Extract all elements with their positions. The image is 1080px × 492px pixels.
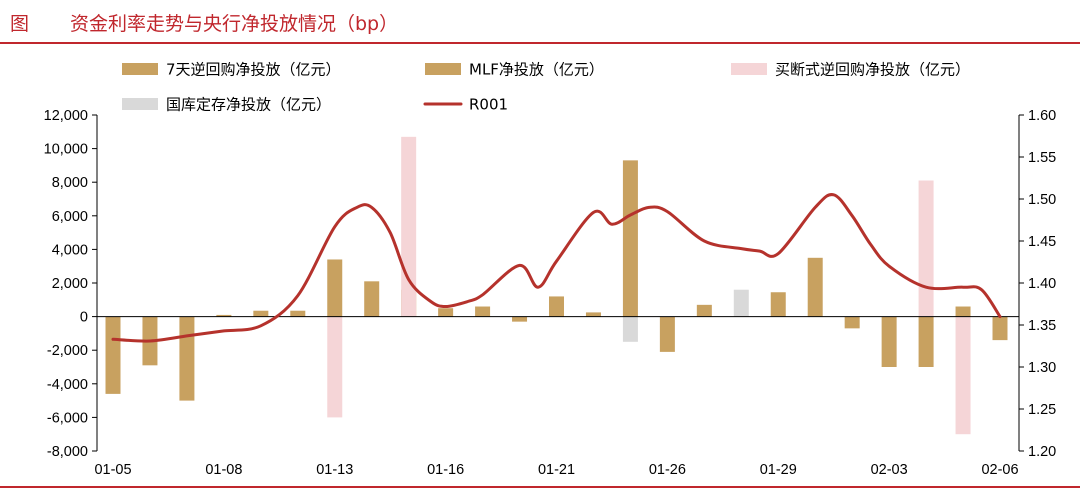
bar-1-14 bbox=[622, 160, 638, 317]
bar-1-10 bbox=[475, 306, 491, 317]
legend-swatch bbox=[122, 63, 158, 75]
bar-1-2 bbox=[179, 316, 195, 401]
bar-3-17 bbox=[733, 289, 749, 317]
bar-1-20 bbox=[844, 316, 860, 329]
bar-3-14 bbox=[622, 316, 638, 342]
legend-label: R001 bbox=[469, 96, 508, 114]
bar-1-0 bbox=[105, 316, 121, 394]
figure-label: 图 bbox=[10, 13, 30, 35]
x-tick-label: 02-03 bbox=[871, 462, 908, 478]
x-tick-label: 02-06 bbox=[981, 462, 1018, 478]
legend-label: MLF净投放（亿元） bbox=[469, 61, 604, 79]
tick-labels: -8,000 -6,000 -4,000 -2,000 0 2,000 4,000 6,000… bbox=[44, 108, 1057, 478]
right-tick-label: 1.40 bbox=[1028, 276, 1056, 292]
bar-1-23 bbox=[955, 306, 971, 317]
legend: 7天逆回购净投放（亿元） MLF净投放（亿元） 买断式逆回购净投放（亿元） 国库定存净… bbox=[122, 61, 970, 114]
bar-1-19 bbox=[807, 257, 823, 317]
x-tick-label: 01-26 bbox=[649, 462, 686, 478]
bar-1-16 bbox=[696, 304, 712, 317]
bar-1-3 bbox=[216, 314, 232, 317]
legend-swatch bbox=[122, 98, 158, 110]
legend-label: 买断式逆回购净投放（亿元） bbox=[775, 61, 970, 79]
r001-line bbox=[111, 193, 1002, 343]
bars bbox=[105, 136, 1008, 435]
bar-1-24 bbox=[992, 316, 1008, 341]
left-tick-label: 6,000 bbox=[52, 209, 88, 225]
left-tick-label: 12,000 bbox=[44, 108, 88, 124]
right-tick-label: 1.50 bbox=[1028, 192, 1056, 208]
bar-1-12 bbox=[549, 296, 564, 317]
right-tick-label: 1.60 bbox=[1028, 108, 1056, 124]
legend-label: 国库定存净投放（亿元） bbox=[166, 96, 331, 114]
left-tick-label: 8,000 bbox=[52, 175, 88, 191]
right-tick-label: 1.30 bbox=[1028, 360, 1056, 376]
bar-1-11 bbox=[512, 316, 528, 322]
left-tick-label: 10,000 bbox=[44, 142, 88, 158]
bar-2-23 bbox=[955, 316, 971, 435]
x-tick-label: 01-05 bbox=[94, 462, 131, 478]
bottom-rule bbox=[0, 486, 1080, 488]
bar-1-22 bbox=[918, 316, 934, 367]
bar-1-13 bbox=[585, 312, 601, 317]
legend-label: 7天逆回购净投放（亿元） bbox=[166, 61, 341, 79]
left-tick-label: 2,000 bbox=[52, 276, 88, 292]
x-tick-label: 01-16 bbox=[427, 462, 464, 478]
left-tick-label: -8,000 bbox=[47, 444, 88, 460]
legend-swatch bbox=[425, 63, 461, 75]
bar-1-4 bbox=[253, 310, 269, 317]
bar-2-6 bbox=[327, 316, 343, 418]
x-tick-label: 01-13 bbox=[316, 462, 353, 478]
left-tick-label: -6,000 bbox=[47, 410, 88, 426]
right-tick-label: 1.55 bbox=[1028, 150, 1056, 166]
legend-swatch bbox=[731, 63, 767, 75]
bar-1-21 bbox=[881, 316, 897, 367]
right-tick-label: 1.35 bbox=[1028, 318, 1056, 334]
bar-1-5 bbox=[290, 310, 306, 317]
r001-line-group bbox=[111, 193, 1002, 343]
left-tick-label: -4,000 bbox=[47, 377, 88, 393]
bar-1-18 bbox=[770, 292, 786, 317]
bar-1-15 bbox=[659, 316, 675, 352]
x-tick-label: 01-08 bbox=[205, 462, 242, 478]
left-tick-label: 4,000 bbox=[52, 242, 88, 258]
left-tick-label: 0 bbox=[80, 310, 88, 326]
right-tick-label: 1.45 bbox=[1028, 234, 1056, 250]
bar-1-6 bbox=[327, 259, 343, 317]
chart-title: 资金利率走势与央行净投放情况（bp） bbox=[70, 13, 399, 35]
left-tick-label: -2,000 bbox=[47, 343, 88, 359]
right-tick-label: 1.20 bbox=[1028, 444, 1056, 460]
bar-2-22 bbox=[918, 180, 934, 317]
right-tick-label: 1.25 bbox=[1028, 402, 1056, 418]
x-tick-label: 01-21 bbox=[538, 462, 575, 478]
bar-2-8 bbox=[401, 136, 417, 317]
axes bbox=[92, 114, 1024, 452]
bar-1-9 bbox=[438, 308, 454, 317]
x-tick-label: 01-29 bbox=[760, 462, 797, 478]
title-bar: 图 资金利率走势与央行净投放情况（bp） bbox=[0, 0, 1080, 44]
bar-1-7 bbox=[364, 281, 380, 317]
